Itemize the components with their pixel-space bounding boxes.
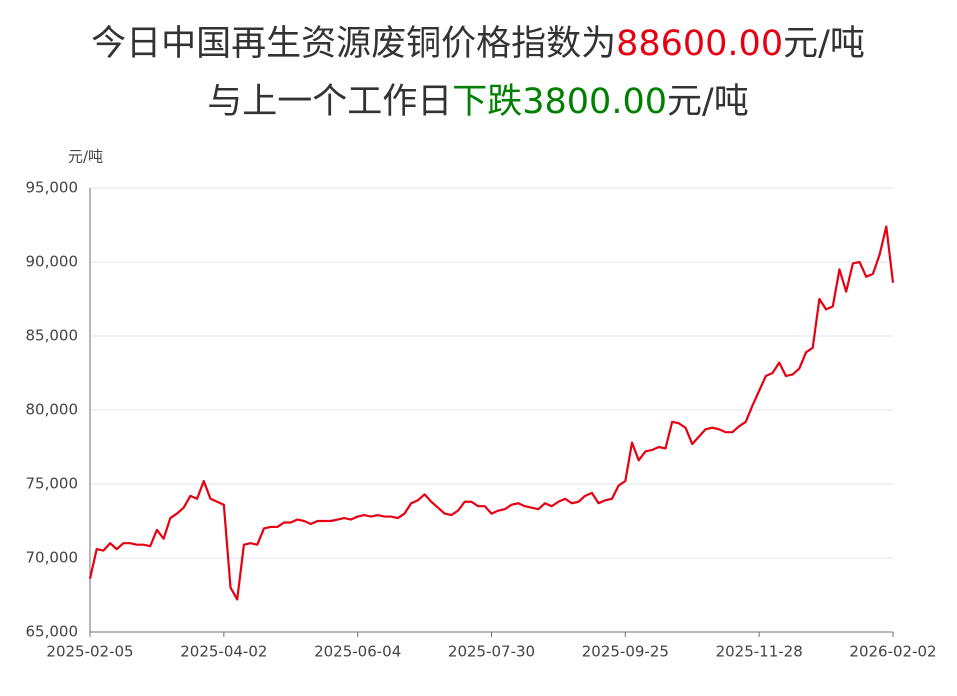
y-tick-label: 95,000 xyxy=(26,179,79,197)
x-tick-label: 2025-11-28 xyxy=(716,643,803,661)
title-part: 与上一个工作日 xyxy=(207,82,452,122)
x-tick-label: 2026-02-02 xyxy=(849,643,936,661)
y-tick-label: 80,000 xyxy=(26,401,79,419)
x-tick-label: 2025-07-30 xyxy=(448,643,535,661)
x-tick-label: 2025-04-02 xyxy=(180,643,267,661)
title-part: 元/吨 xyxy=(667,82,749,122)
chart-title: 与上一个工作日下跌3800.00元/吨 xyxy=(207,82,749,122)
y-tick-label: 65,000 xyxy=(26,623,79,641)
x-tick-label: 2025-06-04 xyxy=(314,643,401,661)
y-tick-label: 90,000 xyxy=(26,253,79,271)
y-tick-label: 85,000 xyxy=(26,327,79,345)
title-part: 元/吨 xyxy=(783,24,865,64)
x-tick-label: 2025-02-05 xyxy=(46,643,133,661)
title-part: 88600.00 xyxy=(616,24,783,64)
y-tick-label: 75,000 xyxy=(26,475,79,493)
y-axis-label: 元/吨 xyxy=(68,148,103,166)
y-tick-label: 70,000 xyxy=(26,549,79,567)
title-part: 3800.00 xyxy=(522,82,667,122)
x-tick-label: 2025-09-25 xyxy=(582,643,669,661)
line-series xyxy=(88,225,895,601)
title-part: 今日中国再生资源废铜价格指数为 xyxy=(91,24,616,64)
title-part: 下跌 xyxy=(452,82,522,122)
chart-title: 今日中国再生资源废铜价格指数为88600.00元/吨 xyxy=(91,24,865,64)
